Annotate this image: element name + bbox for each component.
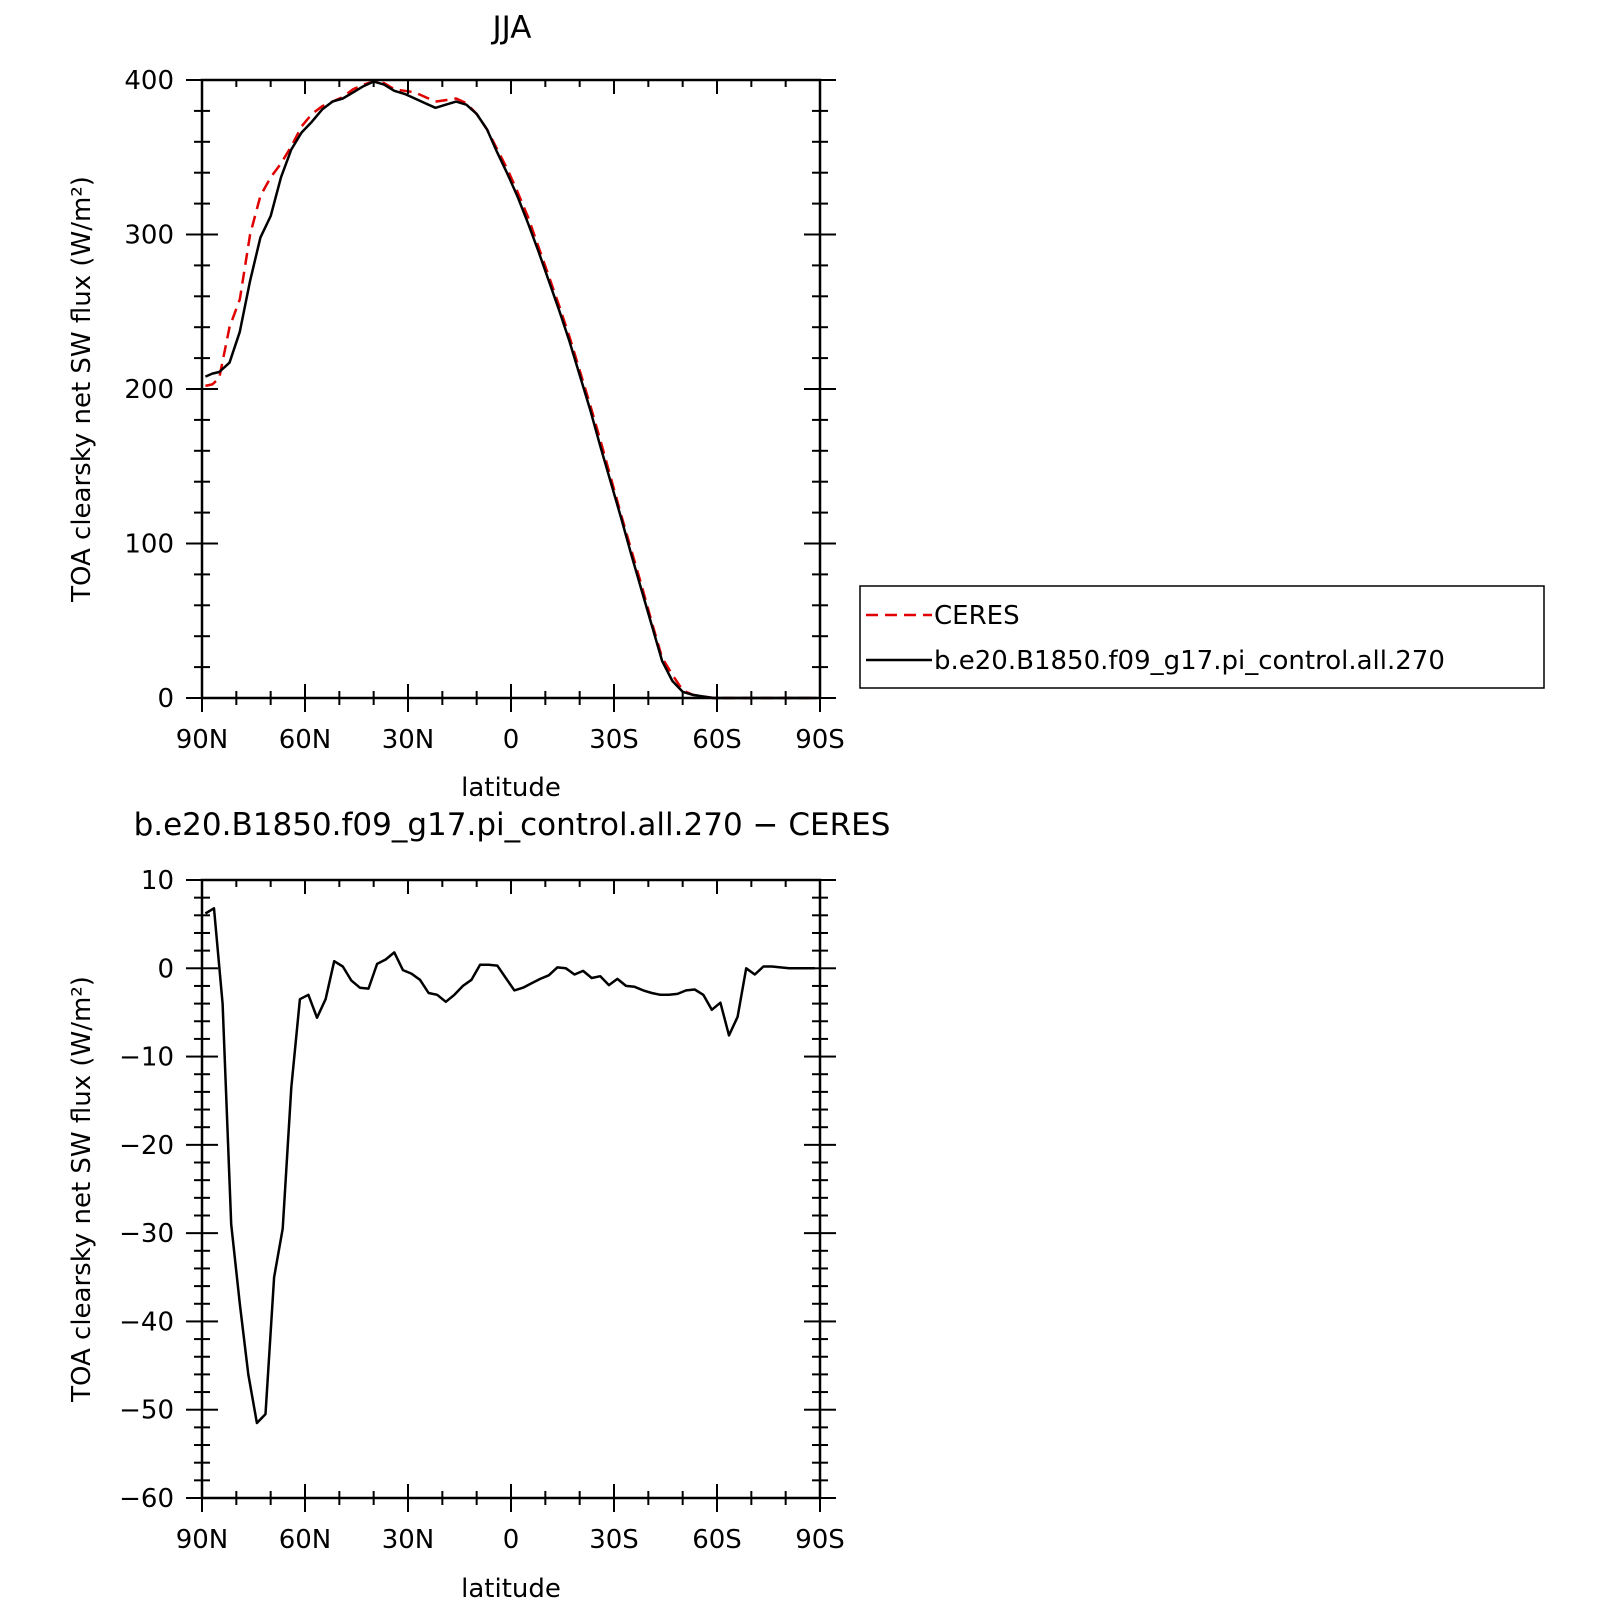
y-tick-label: 0 [157,684,174,714]
bottom-x-axis-label: latitude [461,1574,561,1602]
legend-label-model: b.e20.B1850.f09_g17.pi_control.all.270 [934,646,1445,676]
y-tick-label: −40 [119,1307,174,1337]
top-x-axis-label: latitude [461,773,561,803]
y-tick-label: −30 [119,1219,174,1249]
x-tick-label: 90N [176,725,229,755]
top-axis-ticks: 90N 60N 30N 0 30S 60S 90S 0 100 200 300 400 [124,66,844,755]
legend: CERES b.e20.B1850.f09_g17.pi_control.all… [859,585,1545,689]
bottom-y-axis-label: TOA clearsky net SW flux (W/m²) [67,976,97,1403]
y-tick-label: −20 [119,1131,174,1161]
bottom-plot-area [204,907,815,1425]
x-tick-label: 60S [692,1525,742,1555]
y-tick-label: 0 [157,954,174,984]
y-tick-label: −50 [119,1396,174,1426]
top-plot-frame [200,78,822,700]
x-tick-label: 90S [795,725,845,755]
x-tick-label: 30S [589,1525,639,1555]
x-tick-label: 90N [176,1525,229,1555]
x-tick-label: 0 [503,725,520,755]
x-tick-label: 0 [503,1525,520,1555]
x-tick-label: 60S [692,725,742,755]
bottom-panel-title: b.e20.B1850.f09_g17.pi_control.all.270 −… [134,807,891,843]
x-tick-label: 90S [795,1525,845,1555]
y-tick-label: 200 [124,375,174,405]
series-line-ceres [205,80,817,700]
x-tick-label: 30S [589,725,639,755]
legend-box [859,585,1545,689]
series-line-model [204,80,817,700]
y-tick-label: 300 [124,221,174,251]
top-y-axis-label: TOA clearsky net SW flux (W/m²) [67,176,97,603]
top-plot-area [204,80,817,700]
x-tick-label: 30N [382,725,435,755]
top-panel-title: JJA [491,10,532,46]
legend-label-ceres: CERES [934,601,1020,631]
bottom-plot-frame [200,878,822,1500]
x-tick-label: 30N [382,1525,435,1555]
y-tick-label: 100 [124,530,174,560]
y-tick-label: 10 [141,866,174,896]
series-line-model [204,907,815,1425]
bottom-panel: b.e20.B1850.f09_g17.pi_control.all.270 −… [67,807,890,1602]
x-tick-label: 60N [279,1525,332,1555]
y-tick-label: 400 [124,66,174,96]
top-panel: JJA 90N 60N 30N 0 30S 60S 90S 0 100 200 300 400 lat… [67,10,1545,803]
x-tick-label: 60N [279,725,332,755]
y-tick-label: −60 [119,1484,174,1514]
y-tick-label: −10 [119,1043,174,1073]
bottom-axis-ticks: 90N 60N 30N 0 30S 60S 90S 10 0 −10 −20 −30 −40 −50 −60 [119,866,845,1555]
